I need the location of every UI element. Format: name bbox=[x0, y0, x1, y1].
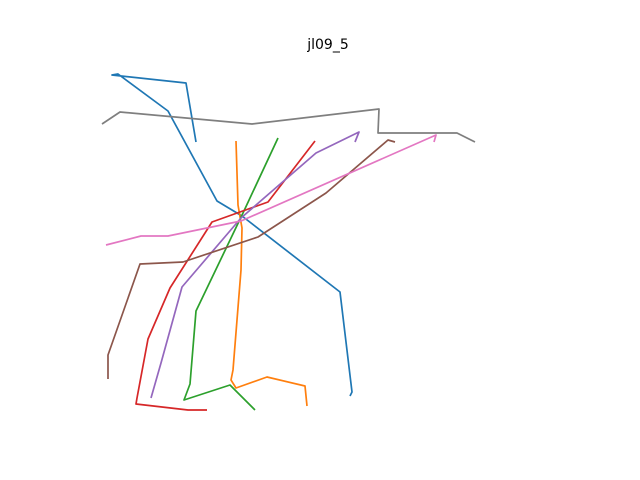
series-line-6 bbox=[150, 131, 360, 399]
series-line-1 bbox=[111, 73, 353, 397]
series-line-8 bbox=[105, 134, 437, 246]
series-line-4 bbox=[183, 137, 279, 411]
series-line-7 bbox=[107, 139, 396, 379]
series-line-5 bbox=[135, 140, 316, 411]
series-layer bbox=[101, 73, 476, 411]
series-line-3 bbox=[230, 140, 308, 407]
series-line-2 bbox=[101, 108, 476, 143]
chart-title: jl09_5 bbox=[306, 37, 349, 53]
